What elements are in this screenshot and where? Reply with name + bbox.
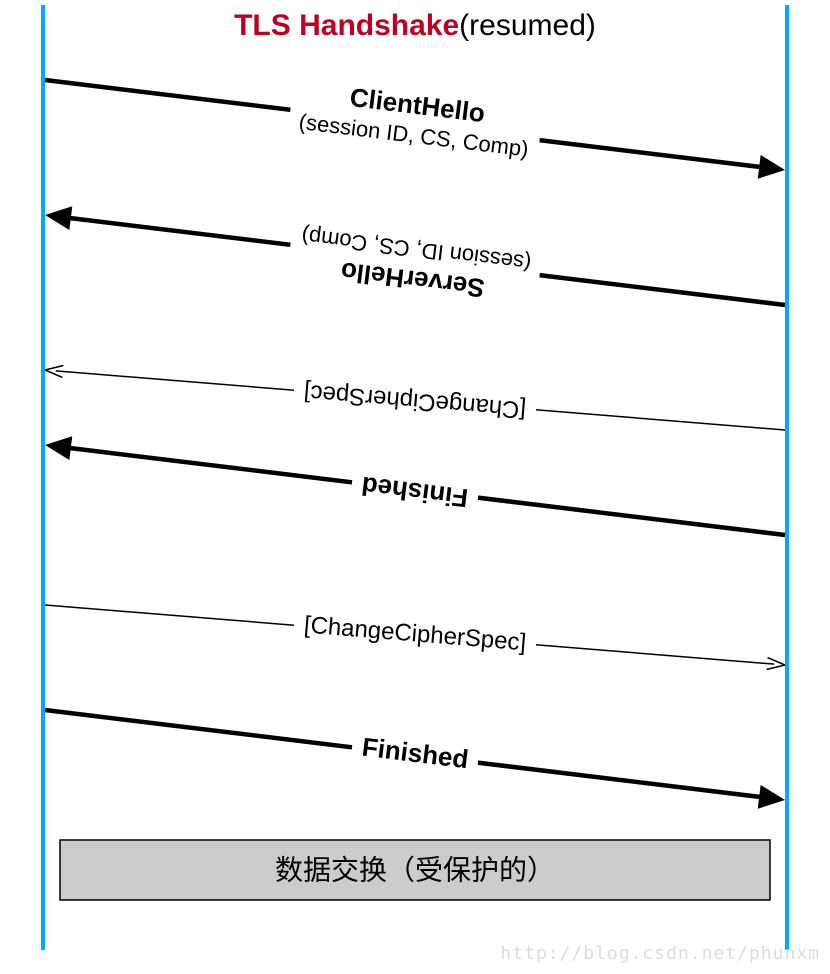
diagram-container: TLS Handshake(resumed)ClientHello(sessio… xyxy=(0,0,830,974)
sequence-diagram: TLS Handshake(resumed)ClientHello(sessio… xyxy=(0,0,830,974)
svg-text:数据交换（受保护的）: 数据交换（受保护的） xyxy=(275,855,555,886)
svg-text:Finished: Finished xyxy=(360,471,470,514)
watermark-text: http://blog.csdn.net/phunxm xyxy=(500,943,820,964)
svg-text:TLS Handshake(resumed): TLS Handshake(resumed) xyxy=(234,9,596,42)
svg-text:Finished: Finished xyxy=(360,732,470,775)
